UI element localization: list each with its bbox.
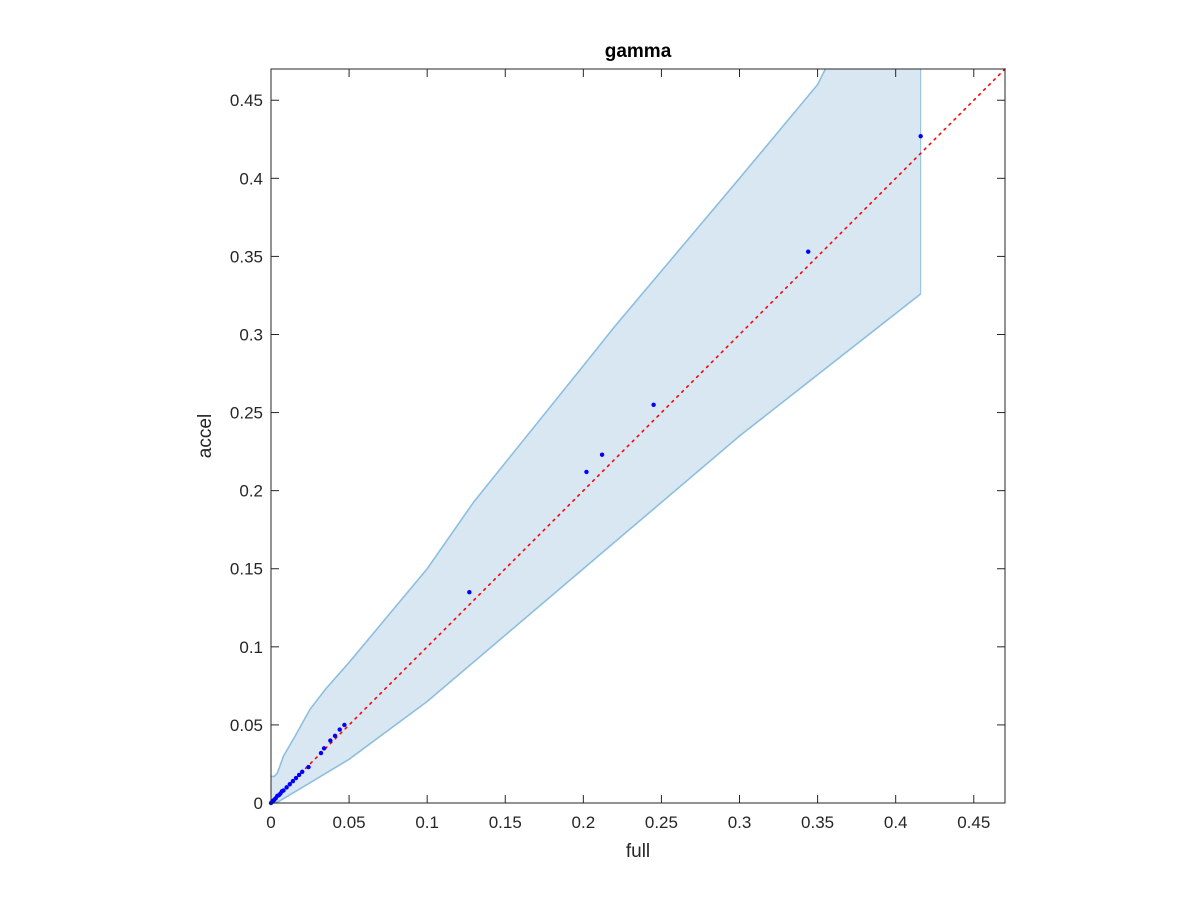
x-tick-label: 0.35 [801, 813, 834, 832]
band-lower-edge [271, 293, 922, 804]
chart-title: gamma [605, 41, 672, 62]
data-point [584, 469, 589, 475]
plot-frame [270, 68, 1006, 804]
data-point [918, 133, 923, 139]
reference-line [270, 68, 1006, 804]
confidence-band [271, 68, 922, 804]
data-point [321, 746, 327, 751]
data-point [467, 589, 472, 595]
y-tick-label: 0.2 [239, 482, 263, 501]
x-tick-label: 0.4 [884, 813, 908, 832]
y-tick-label: 0.4 [239, 169, 263, 188]
x-axis-label: full [626, 841, 650, 862]
y-tick-label: 0.05 [230, 716, 263, 735]
y-tick-label: 0.35 [230, 247, 263, 266]
axes [270, 68, 1006, 804]
y-axis-label: accel [195, 414, 216, 458]
x-tick-label: 0.45 [957, 813, 990, 832]
data-point [293, 775, 299, 781]
data-point [806, 249, 811, 254]
data-point [296, 772, 302, 778]
data-point [651, 402, 656, 407]
x-tick-label: 0.2 [572, 813, 596, 832]
x-tick-label: 0.05 [333, 813, 366, 832]
data-point [300, 769, 305, 774]
data-point [281, 788, 286, 793]
band-fill [271, 69, 921, 803]
x-tick-label: 0.15 [489, 813, 522, 832]
data-point [284, 785, 289, 790]
y-tick-label: 0.45 [230, 91, 263, 110]
data-point [328, 738, 333, 743]
y-tick-label: 0.3 [239, 325, 263, 344]
data-point [318, 750, 324, 756]
reference-line-layer [270, 68, 1006, 804]
x-tick-label: 0.25 [645, 813, 678, 832]
tick-labels: 0 0.05 0.1 0.15 0.2 0.25 0.3 0.35 0.4 0.45 0 0.05 0.… [230, 91, 990, 832]
y-tick-label: 0.15 [230, 560, 263, 579]
x-tick-label: 0.3 [728, 813, 752, 832]
data-point [290, 778, 296, 784]
data-point [306, 764, 311, 770]
data-point [342, 722, 347, 728]
y-tick-label: 0.25 [230, 404, 263, 423]
y-tick-label: 0 [254, 794, 263, 813]
data-point [337, 727, 342, 732]
data-point [599, 452, 605, 457]
x-tick-label: 0 [266, 813, 275, 832]
y-tick-label: 0.1 [239, 638, 263, 657]
data-point [287, 782, 292, 787]
x-tick-label: 0.1 [415, 813, 439, 832]
band-upper-edge [271, 68, 827, 778]
data-point [332, 733, 338, 739]
